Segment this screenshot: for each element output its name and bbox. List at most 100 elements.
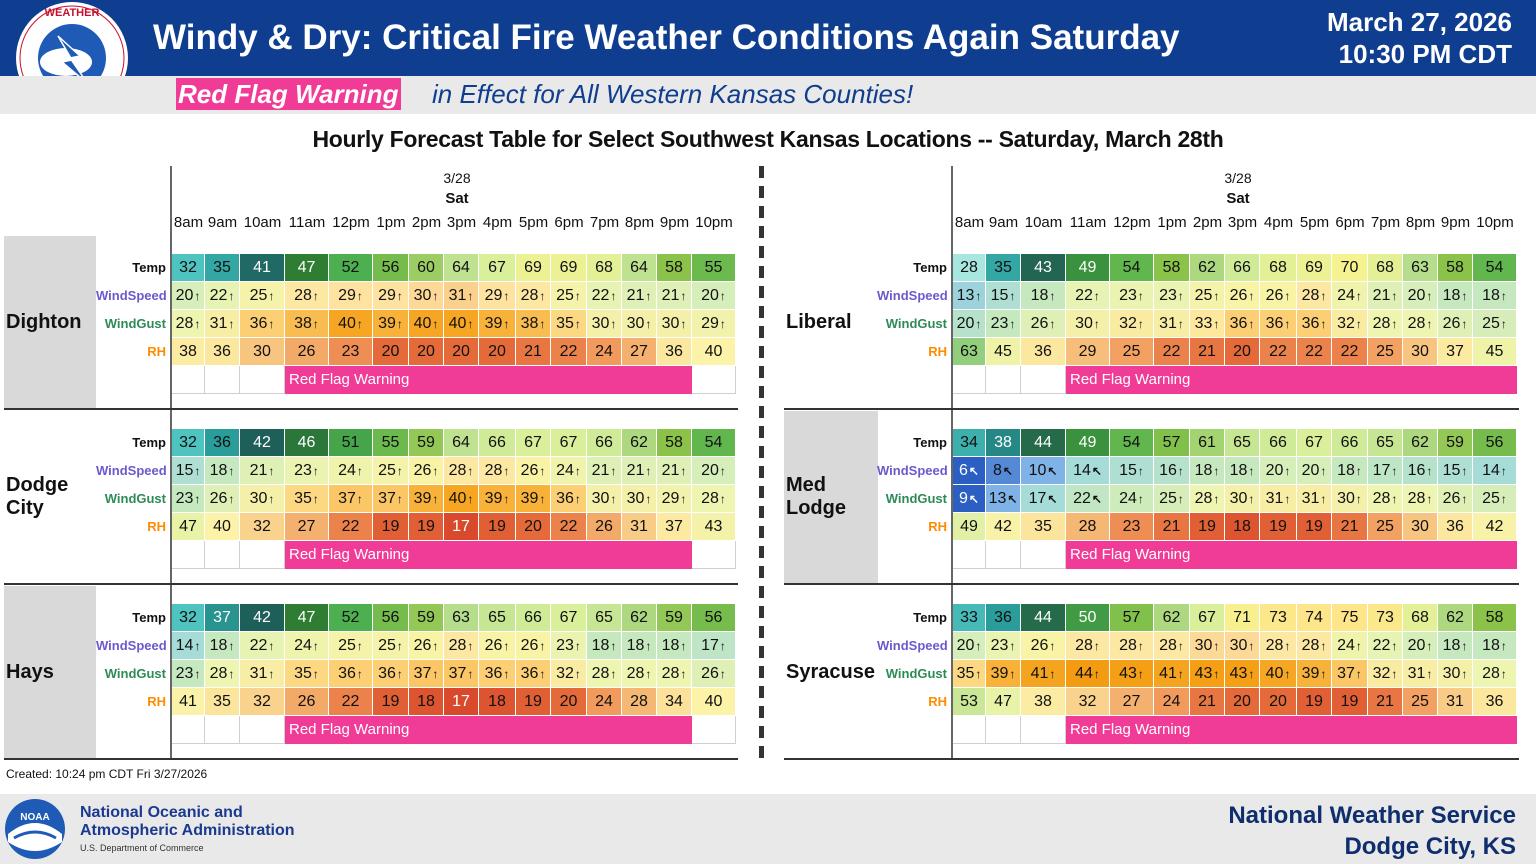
wind-direction-arrow-icon: ↑ — [1320, 667, 1327, 681]
cell-temp: 65 — [479, 604, 516, 632]
cell-value: 19 — [381, 518, 400, 535]
cell-wind: 22↑ — [205, 282, 240, 310]
cell-value: 23 — [175, 490, 194, 507]
cell-rh: 24 — [1154, 688, 1190, 716]
wind-direction-arrow-icon: ↑ — [467, 639, 474, 653]
wind-direction-arrow-icon: ↑ — [432, 639, 439, 653]
cell-temp: 34 — [953, 429, 986, 457]
cell-gust: 43↑ — [1110, 660, 1154, 688]
cell-value: 25 — [1482, 315, 1500, 332]
wind-direction-arrow-icon: ↑ — [1177, 667, 1184, 681]
row-label-rh: RH — [147, 694, 166, 709]
cell-value: 26 — [297, 693, 316, 710]
cell-temp: 57 — [1154, 429, 1190, 457]
cell-value: 36 — [1446, 518, 1464, 535]
cell-value: 37 — [665, 518, 683, 535]
cell-value: 56 — [381, 609, 400, 626]
wind-direction-arrow-icon: ↑ — [1284, 464, 1291, 478]
cell-value: 58 — [665, 434, 683, 451]
wind-direction-arrow-icon: ↑ — [574, 464, 581, 478]
cell-value: 28 — [294, 287, 312, 304]
wind-direction-arrow-icon: ↑ — [1355, 492, 1362, 506]
cell-value: 30 — [661, 315, 680, 332]
wind-direction-arrow-icon: ↑ — [1426, 464, 1433, 478]
cell-value: 28 — [175, 315, 194, 332]
cell-value: 67 — [1198, 609, 1216, 626]
cell-rh: 32 — [240, 513, 285, 541]
cell-value: 31 — [1446, 693, 1464, 710]
wind-direction-arrow-icon: ↑ — [432, 492, 439, 506]
cell-gust: 35↑ — [953, 660, 986, 688]
cell-value: 32 — [1337, 315, 1355, 332]
cell-value: 32 — [253, 693, 271, 710]
wind-direction-arrow-icon: ↑ — [396, 289, 403, 303]
cell-value: 65 — [595, 609, 613, 626]
cell-rh: 22 — [1154, 338, 1190, 366]
cell-temp: 44 — [1021, 604, 1066, 632]
cell-value: 68 — [1269, 259, 1287, 276]
wind-direction-arrow-icon: ↑ — [396, 492, 403, 506]
cell-gust: 30↑ — [657, 310, 692, 338]
cell-value: 36 — [994, 609, 1012, 626]
wind-direction-arrow-icon: ↑ — [1049, 667, 1056, 681]
wind-direction-arrow-icon: ↑ — [312, 289, 319, 303]
wind-direction-arrow-icon: ↑ — [1391, 289, 1398, 303]
red-flag-warning-bar: Red Flag Warning — [1066, 716, 1517, 744]
cell-value: 33 — [1194, 315, 1213, 332]
cell-value: 28 — [1075, 637, 1093, 654]
cell-value: 56 — [381, 259, 400, 276]
cell-value: 22 — [1305, 343, 1323, 360]
cell-value: 52 — [341, 259, 360, 276]
cell-temp: 66 — [1225, 254, 1260, 282]
cell-rh: 26 — [285, 688, 329, 716]
cell-temp: 69 — [551, 254, 587, 282]
cell-temp: 44 — [1021, 429, 1066, 457]
hour-label: 3pm — [446, 214, 477, 231]
cell-wind: 24↑ — [1332, 282, 1368, 310]
cell-gust: 31↑ — [205, 310, 240, 338]
cell-value: 20 — [956, 637, 975, 654]
cell-temp: 41 — [240, 254, 285, 282]
cell-gust: 40↑ — [1260, 660, 1297, 688]
wind-direction-arrow-icon: ↑ — [194, 289, 201, 303]
cell-wind: 6↖ — [953, 457, 986, 485]
cell-value: 34 — [665, 693, 683, 710]
cell-wind: 20↑ — [1260, 457, 1297, 485]
cell-value: 20 — [417, 343, 435, 360]
cell-rh: 42 — [1473, 513, 1517, 541]
cell-value: 73 — [1269, 609, 1287, 626]
cell-gust: 26↑ — [205, 485, 240, 513]
cell-wind: 28↑ — [1297, 632, 1332, 660]
cell-value: 24 — [1337, 287, 1355, 304]
cell-value: 21 — [661, 462, 680, 479]
cell-gust: 30↑ — [622, 310, 657, 338]
cell-wind: 18↑ — [1473, 282, 1517, 310]
cell-value: 25 — [1194, 287, 1213, 304]
wind-direction-arrow-icon: ↑ — [574, 667, 581, 681]
cell-temp: 61 — [1190, 429, 1225, 457]
cell-gust: 26↑ — [1438, 485, 1473, 513]
cell-wind: 18↑ — [205, 632, 240, 660]
cell-temp: 38 — [986, 429, 1021, 457]
cell-gust: 23↑ — [172, 660, 205, 688]
cell-temp: 47 — [285, 604, 329, 632]
cell-temp: 62 — [622, 429, 657, 457]
location-name: Dodge City — [4, 411, 96, 583]
cell-wind: 18↑ — [205, 457, 240, 485]
cell-wind: 24↑ — [1332, 632, 1368, 660]
cell-wind: 25↑ — [1190, 282, 1225, 310]
cell-value: 59 — [417, 434, 435, 451]
cell-value: 43 — [1034, 259, 1052, 276]
cell-wind: 23↑ — [551, 632, 587, 660]
cell-gust: 30↑ — [622, 485, 657, 513]
cell-value: 36 — [1265, 315, 1284, 332]
red-flag-tag: Red Flag Warning — [176, 78, 401, 110]
cell-value: 35 — [213, 693, 231, 710]
cell-value: 24 — [1119, 490, 1137, 507]
issue-date-line2: 10:30 PM CDT — [1338, 39, 1512, 69]
cell-value: 29 — [378, 287, 396, 304]
wind-direction-arrow-icon: ↑ — [1355, 317, 1362, 331]
cell-value: 22 — [1372, 637, 1391, 654]
cell-value: 26 — [297, 343, 316, 360]
cell-value: 22 — [559, 518, 578, 535]
